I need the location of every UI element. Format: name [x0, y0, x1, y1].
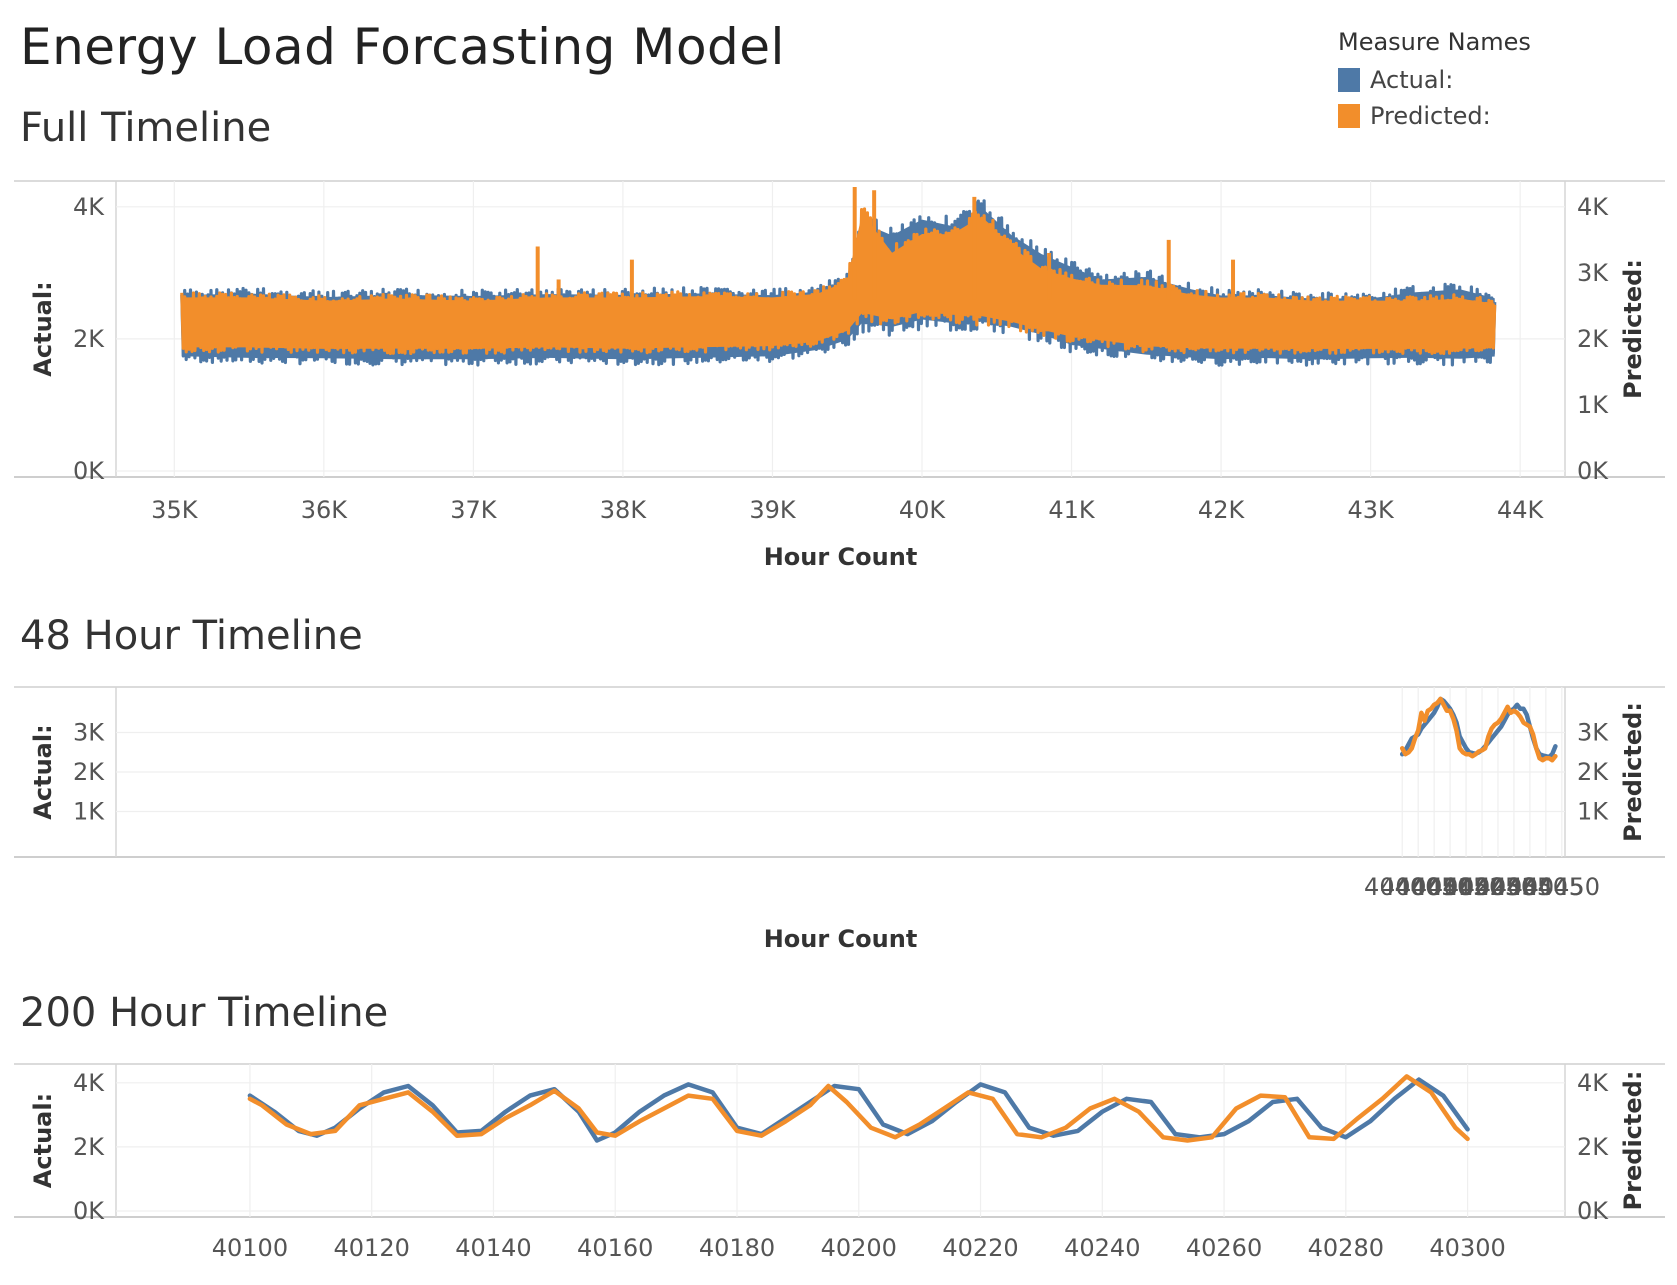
y-tick-label-right: 2K — [1577, 758, 1609, 786]
y-tick-label-right: 4K — [1577, 1069, 1609, 1097]
x-tick-label: 40420 — [1428, 873, 1504, 901]
x-tick-label: 40440 — [1492, 873, 1568, 901]
x-tick-label: 40220 — [942, 1234, 1018, 1262]
48-hour-timeline-chart: 4040040405404104041540420404254043040435… — [14, 686, 1665, 953]
y-tick-label-right: 0K — [1577, 1197, 1609, 1225]
y-axis-title-right: Predicted: — [1619, 259, 1647, 399]
x-tick-label: 41K — [1048, 496, 1096, 524]
x-tick-label: 40445 — [1508, 873, 1584, 901]
y-tick-label-right: 3K — [1577, 719, 1609, 747]
x-tick-label: 40415 — [1412, 873, 1488, 901]
x-tick-label: 40100 — [212, 1234, 288, 1262]
200-hour-timeline-title: 200 Hour Timeline — [20, 990, 389, 1036]
y-tick-label-left: 4K — [73, 193, 105, 221]
y-tick-label-left: 0K — [73, 457, 105, 485]
y-tick-label-right: 4K — [1577, 193, 1609, 221]
x-tick-label: 40405 — [1380, 873, 1456, 901]
x-tick-label: 40K — [899, 496, 947, 524]
y-tick-label-left: 3K — [73, 719, 105, 747]
x-tick-label: 40425 — [1444, 873, 1520, 901]
x-tick-label: 40435 — [1476, 873, 1552, 901]
x-tick-label: 40200 — [821, 1234, 897, 1262]
predicted-series-line — [1399, 696, 1558, 763]
200-hour-timeline-chart: 40100 40120 40140 40160 40180 40200 40220 40240… — [14, 1063, 1665, 1262]
x-tick-label: 44K — [1497, 496, 1545, 524]
full-timeline-chart: 35K 36K 37K 38K 39K 40K 41K 42K 43K 44K 0K 2K 4K 0K 1K… — [14, 180, 1665, 570]
x-tick-label: 40120 — [334, 1234, 410, 1262]
y-tick-label-right: 0K — [1577, 457, 1609, 485]
y-tick-label-left: 2K — [73, 325, 105, 353]
legend-label-predicted: Predicted: — [1370, 102, 1491, 130]
predicted-series-fill — [181, 213, 1495, 349]
legend-label-actual: Actual: — [1370, 66, 1454, 94]
y-tick-label-right: 1K — [1577, 391, 1609, 419]
legend-title: Measure Names — [1338, 28, 1531, 56]
full-timeline-title: Full Timeline — [20, 105, 272, 151]
x-tick-label: 38K — [600, 496, 648, 524]
x-tick-label: 42K — [1198, 496, 1246, 524]
x-tick-label: 43K — [1347, 496, 1395, 524]
x-tick-label: 40430 — [1460, 873, 1536, 901]
x-tick-label: 36K — [301, 496, 349, 524]
y-axis-title-left: Actual: — [29, 1093, 57, 1188]
y-tick-label-right: 3K — [1577, 259, 1609, 287]
x-axis-title: Hour Count — [764, 925, 918, 953]
y-tick-label-left: 2K — [73, 758, 105, 786]
x-tick-label: 40400 — [1364, 873, 1440, 901]
y-tick-label-left: 2K — [73, 1133, 105, 1161]
y-tick-label-left: 4K — [73, 1069, 105, 1097]
x-tick-label: 40280 — [1308, 1234, 1384, 1262]
x-tick-label: 40160 — [577, 1234, 653, 1262]
dashboard-title: Energy Load Forcasting Model — [20, 18, 785, 76]
x-tick-label: 40260 — [1186, 1234, 1262, 1262]
y-axis-title-left: Actual: — [29, 281, 57, 376]
y-axis-title-right: Predicted: — [1619, 1071, 1647, 1211]
y-axis-title-left: Actual: — [29, 724, 57, 819]
x-tick-label: 40180 — [699, 1234, 775, 1262]
y-tick-label-right: 1K — [1577, 798, 1609, 826]
y-axis-title-right: Predicted: — [1619, 702, 1647, 842]
actual-series-line — [247, 1077, 1470, 1143]
legend-item-predicted[interactable]: Predicted: — [1338, 98, 1531, 134]
y-tick-label-left: 1K — [73, 798, 105, 826]
x-tick-label: 40450 — [1524, 873, 1600, 901]
48-hour-timeline-title: 48 Hour Timeline — [20, 613, 363, 659]
x-axis-title: Hour Count — [764, 543, 918, 570]
y-tick-label-right: 2K — [1577, 1133, 1609, 1161]
legend-swatch-actual — [1338, 68, 1360, 92]
legend-item-actual[interactable]: Actual: — [1338, 62, 1531, 98]
x-tick-label: 39K — [749, 496, 797, 524]
y-tick-label-left: 0K — [73, 1197, 105, 1225]
legend-swatch-predicted — [1338, 104, 1360, 128]
legend: Measure Names Actual: Predicted: — [1338, 28, 1531, 134]
x-tick-label: 37K — [450, 496, 498, 524]
x-tick-label: 40240 — [1064, 1234, 1140, 1262]
x-tick-label: 40410 — [1396, 873, 1472, 901]
x-tick-label: 35K — [151, 496, 199, 524]
y-tick-label-right: 2K — [1577, 325, 1609, 353]
x-tick-label: 40300 — [1429, 1234, 1505, 1262]
predicted-series-line — [247, 1074, 1470, 1143]
x-tick-label: 40140 — [455, 1234, 531, 1262]
